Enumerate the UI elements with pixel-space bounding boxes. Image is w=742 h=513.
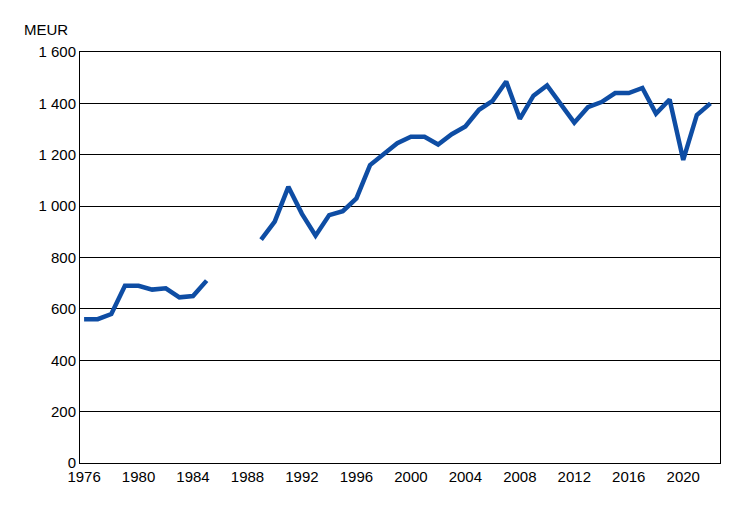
svg-text:2004: 2004 [449,468,482,485]
svg-text:2000: 2000 [394,468,427,485]
svg-text:800: 800 [51,249,76,266]
svg-text:600: 600 [51,300,76,317]
svg-text:2012: 2012 [558,468,591,485]
svg-text:1 600: 1 600 [38,43,76,60]
svg-text:1988: 1988 [231,468,264,485]
svg-text:1980: 1980 [122,468,155,485]
svg-text:1992: 1992 [285,468,318,485]
svg-text:200: 200 [51,403,76,420]
svg-text:MEUR: MEUR [24,21,68,38]
svg-text:1984: 1984 [176,468,209,485]
svg-text:2016: 2016 [612,468,645,485]
svg-text:1 200: 1 200 [38,146,76,163]
svg-text:400: 400 [51,352,76,369]
svg-text:1 000: 1 000 [38,197,76,214]
svg-text:1996: 1996 [340,468,373,485]
svg-text:1976: 1976 [67,468,100,485]
svg-text:0: 0 [68,454,76,471]
svg-text:1 400: 1 400 [38,95,76,112]
svg-text:2008: 2008 [503,468,536,485]
svg-text:2020: 2020 [667,468,700,485]
